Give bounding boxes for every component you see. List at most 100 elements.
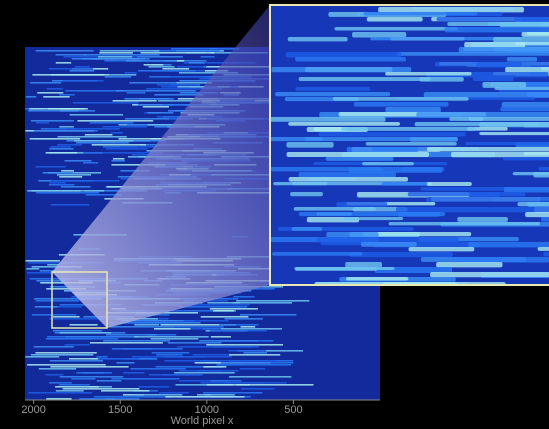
streak — [193, 354, 232, 356]
streak — [27, 364, 106, 366]
streak — [105, 76, 131, 78]
streak — [57, 174, 91, 176]
streak — [224, 382, 287, 384]
streak — [207, 384, 250, 386]
streak — [72, 58, 145, 60]
zoom-streak — [295, 87, 370, 91]
zoom-streak — [326, 232, 378, 238]
streak — [47, 336, 113, 338]
zoom-streak — [363, 232, 471, 236]
zoom-streak — [345, 262, 382, 268]
streak — [103, 340, 170, 342]
streak — [148, 66, 174, 68]
streak — [116, 362, 134, 364]
streak — [113, 158, 125, 160]
zoom-streak — [271, 67, 411, 72]
zoom-streak — [299, 77, 431, 81]
streak — [102, 126, 147, 128]
streak — [151, 338, 199, 340]
streak — [97, 380, 122, 382]
zoom-streak — [362, 162, 414, 165]
zoom-streak — [507, 57, 537, 62]
streak — [129, 82, 178, 84]
zoom-streak — [430, 272, 549, 277]
streak — [116, 90, 196, 92]
streak — [32, 74, 104, 76]
zoom-streak — [287, 152, 430, 157]
streak — [46, 338, 118, 340]
zoom-streak — [366, 142, 457, 146]
streak — [34, 130, 98, 132]
streak — [90, 122, 134, 124]
streak — [244, 352, 267, 354]
zoom-streak — [533, 172, 549, 177]
streak — [49, 382, 72, 384]
streak — [74, 140, 133, 142]
streak — [26, 96, 36, 98]
streak — [76, 142, 129, 144]
zoom-streak — [326, 157, 394, 161]
streak — [26, 260, 60, 262]
streak — [62, 80, 103, 82]
streak — [57, 144, 82, 146]
streak — [63, 388, 140, 390]
zoom-streak — [451, 152, 549, 157]
streak — [214, 346, 259, 348]
streak — [113, 100, 157, 102]
zoom-streak — [538, 167, 549, 171]
streak — [27, 190, 104, 192]
streak — [43, 172, 73, 174]
streak — [211, 336, 231, 338]
streak — [61, 186, 90, 188]
streak — [189, 62, 204, 64]
zoom-streak — [289, 177, 408, 182]
streak — [50, 366, 128, 368]
zoom-streak — [268, 117, 385, 122]
x-tick-label: 1000 — [195, 404, 219, 416]
streak — [85, 134, 113, 136]
zoom-streak — [427, 147, 549, 152]
streak — [101, 358, 139, 360]
streak — [98, 56, 132, 58]
streak — [143, 106, 169, 108]
zoom-streak — [527, 32, 549, 35]
zoom-streak — [272, 252, 362, 256]
streak — [59, 94, 74, 96]
streak — [109, 74, 136, 76]
zoom-streak — [275, 92, 390, 96]
zoom-streak — [538, 247, 549, 251]
streak — [210, 308, 258, 310]
streak — [70, 114, 123, 116]
zoom-streak — [482, 82, 526, 88]
streak — [64, 344, 89, 346]
zoom-streak — [305, 137, 457, 141]
zoom-streak — [364, 12, 478, 16]
streak — [79, 398, 139, 400]
zoom-streak — [350, 252, 453, 257]
streak — [206, 344, 283, 346]
streak — [134, 336, 209, 338]
streak — [106, 334, 156, 336]
page: World pixel x 200015001000500 (() => { c… — [0, 0, 549, 429]
streak — [130, 368, 185, 370]
streak — [111, 160, 124, 162]
zoom-streak — [502, 102, 549, 107]
zoom-streak — [347, 147, 418, 153]
streak — [197, 394, 211, 396]
streak — [200, 360, 276, 362]
streak — [241, 326, 256, 328]
zoom-streak — [346, 277, 408, 281]
zoom-streak — [389, 222, 540, 225]
streak — [137, 56, 183, 58]
streak — [100, 50, 160, 52]
zoom-streak — [385, 107, 440, 113]
zoom-streak — [424, 92, 549, 98]
zoom-streak — [343, 217, 403, 220]
zoom-streak — [517, 202, 549, 206]
zoom-streak — [541, 217, 549, 221]
streak — [124, 98, 169, 100]
x-tick-label: 1500 — [108, 404, 132, 416]
streak — [84, 54, 160, 56]
streak — [69, 324, 97, 326]
zoom-streak — [334, 27, 458, 30]
